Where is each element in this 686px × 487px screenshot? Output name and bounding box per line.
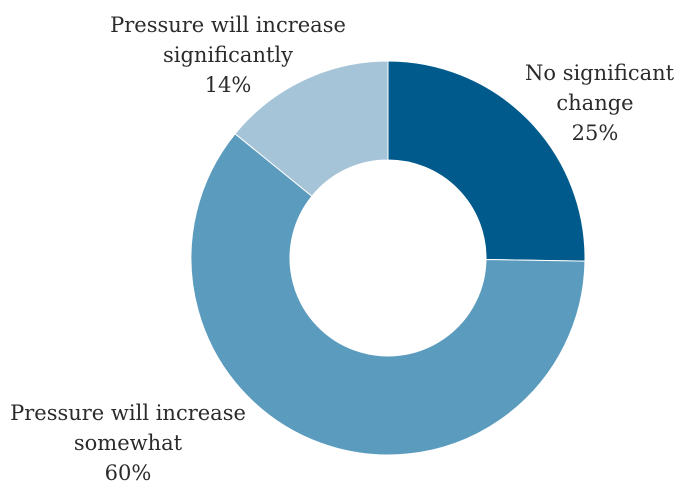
donut-slice xyxy=(190,133,586,456)
slice-label-no-significant-change: No significant change 25% xyxy=(525,58,675,148)
slice-label-line: somewhat xyxy=(73,431,183,455)
slice-value-label: 60% xyxy=(104,461,152,485)
slice-label-pressure-significantly: Pressure will increase significantly 14% xyxy=(108,10,348,100)
slice-value-label: 25% xyxy=(571,121,619,145)
slice-label-line: Pressure will increase xyxy=(110,13,346,37)
slice-label-line: change xyxy=(556,91,634,115)
donut-slice xyxy=(387,60,586,262)
slice-label-line: Pressure will increase xyxy=(10,401,246,425)
donut-slice xyxy=(234,60,389,197)
slice-value-label: 14% xyxy=(204,73,252,97)
slice-label-line: No significant xyxy=(525,61,675,85)
slice-label-line: significantly xyxy=(162,43,293,67)
slice-label-pressure-somewhat: Pressure will increase somewhat 60% xyxy=(8,398,248,487)
